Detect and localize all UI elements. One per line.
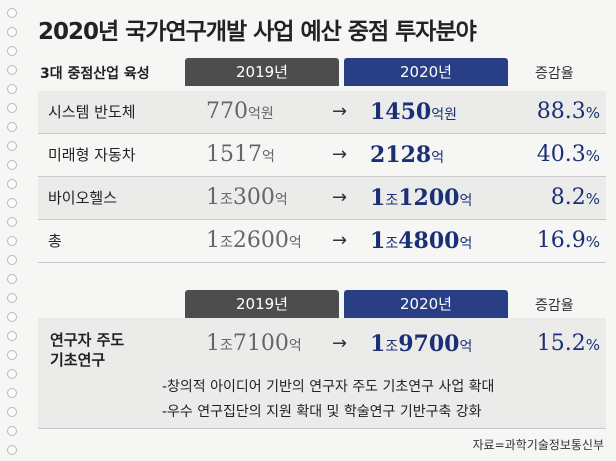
source-credit: 자료=과학기술정보통신부 [472, 438, 605, 452]
row-label: 미래형 자동차 [48, 146, 136, 164]
binder-hole [7, 255, 17, 265]
note-line: -창의적 아이디어 기반의 연구자 주도 기초연구 사업 확대 [162, 379, 495, 395]
rate-value: 88.3% [536, 99, 600, 124]
value-2020: 1조1200억 [370, 185, 473, 211]
binder-hole [7, 407, 17, 417]
value-2020: 1조9700억 [370, 331, 473, 357]
binder-hole [7, 179, 17, 189]
table-row: 총 1조2600억 → 1조4800억 16.9% [38, 220, 606, 263]
binder-hole [7, 274, 17, 284]
binder-hole [7, 331, 17, 341]
binder-hole [7, 426, 17, 436]
header-2020: 2020년 [344, 290, 508, 318]
note-line: -우수 연구집단의 지원 확대 및 학술연구 기반구축 강화 [162, 404, 482, 420]
value-2019: 770억원 [206, 99, 274, 124]
row-label: 총 [48, 232, 62, 250]
binder-hole [7, 198, 17, 208]
page-title: 2020년 국가연구개발 사업 예산 중점 투자분야 [38, 19, 477, 45]
binder-hole [7, 160, 17, 170]
binder-hole [7, 369, 17, 379]
binder-hole [7, 46, 17, 56]
rate-value: 15.2% [536, 331, 600, 356]
binder-hole [7, 312, 17, 322]
header-rate: 증감율 [535, 66, 574, 82]
binder-hole [7, 217, 17, 227]
binder-hole [7, 445, 17, 455]
arrow-icon: → [332, 187, 348, 208]
binder-hole [7, 293, 17, 303]
row-label: 시스템 반도체 [48, 103, 136, 121]
binder-hole [7, 350, 17, 360]
arrow-icon: → [332, 230, 348, 251]
arrow-icon: → [332, 333, 348, 354]
table-row: 미래형 자동차 1517억 → 2128억 40.3% [38, 134, 606, 177]
rate-value: 8.2% [550, 185, 600, 210]
binder-hole [7, 236, 17, 246]
value-2019: 1조300억 [206, 185, 288, 210]
arrow-icon: → [332, 144, 348, 165]
header-2019: 2019년 [185, 58, 339, 86]
table-row: 시스템 반도체 770억원 → 1450억원 88.3% [38, 91, 606, 134]
binder-hole [7, 84, 17, 94]
binder-hole [7, 103, 17, 113]
binder-hole [7, 8, 17, 18]
header-2020: 2020년 [344, 58, 508, 86]
rate-value: 40.3% [536, 142, 600, 167]
binder-hole [7, 122, 17, 132]
basic-research-row: 연구자 주도 기초연구 1조7100억 → 1조9700억 15.2% [38, 318, 606, 429]
table-row: 바이오헬스 1조300억 → 1조1200억 8.2% [38, 177, 606, 220]
header-2019: 2019년 [185, 290, 339, 318]
value-2020: 1450억원 [370, 99, 457, 125]
value-2019: 1조7100억 [206, 331, 302, 356]
value-2019: 1517억 [206, 142, 275, 167]
row-label: 바이오헬스 [48, 189, 118, 207]
value-2020: 1조4800억 [370, 228, 473, 254]
value-2019: 1조2600억 [206, 228, 302, 253]
value-2020: 2128억 [370, 142, 445, 168]
binder-hole [7, 65, 17, 75]
row-label: 연구자 주도 기초연구 [50, 331, 125, 369]
header-rate: 증감율 [535, 298, 574, 314]
arrow-icon: → [332, 101, 348, 122]
binder-hole [7, 141, 17, 151]
section-label: 3대 중점산업 육성 [40, 66, 150, 82]
binder-hole [7, 27, 17, 37]
binder-hole [7, 388, 17, 398]
rate-value: 16.9% [536, 228, 600, 253]
